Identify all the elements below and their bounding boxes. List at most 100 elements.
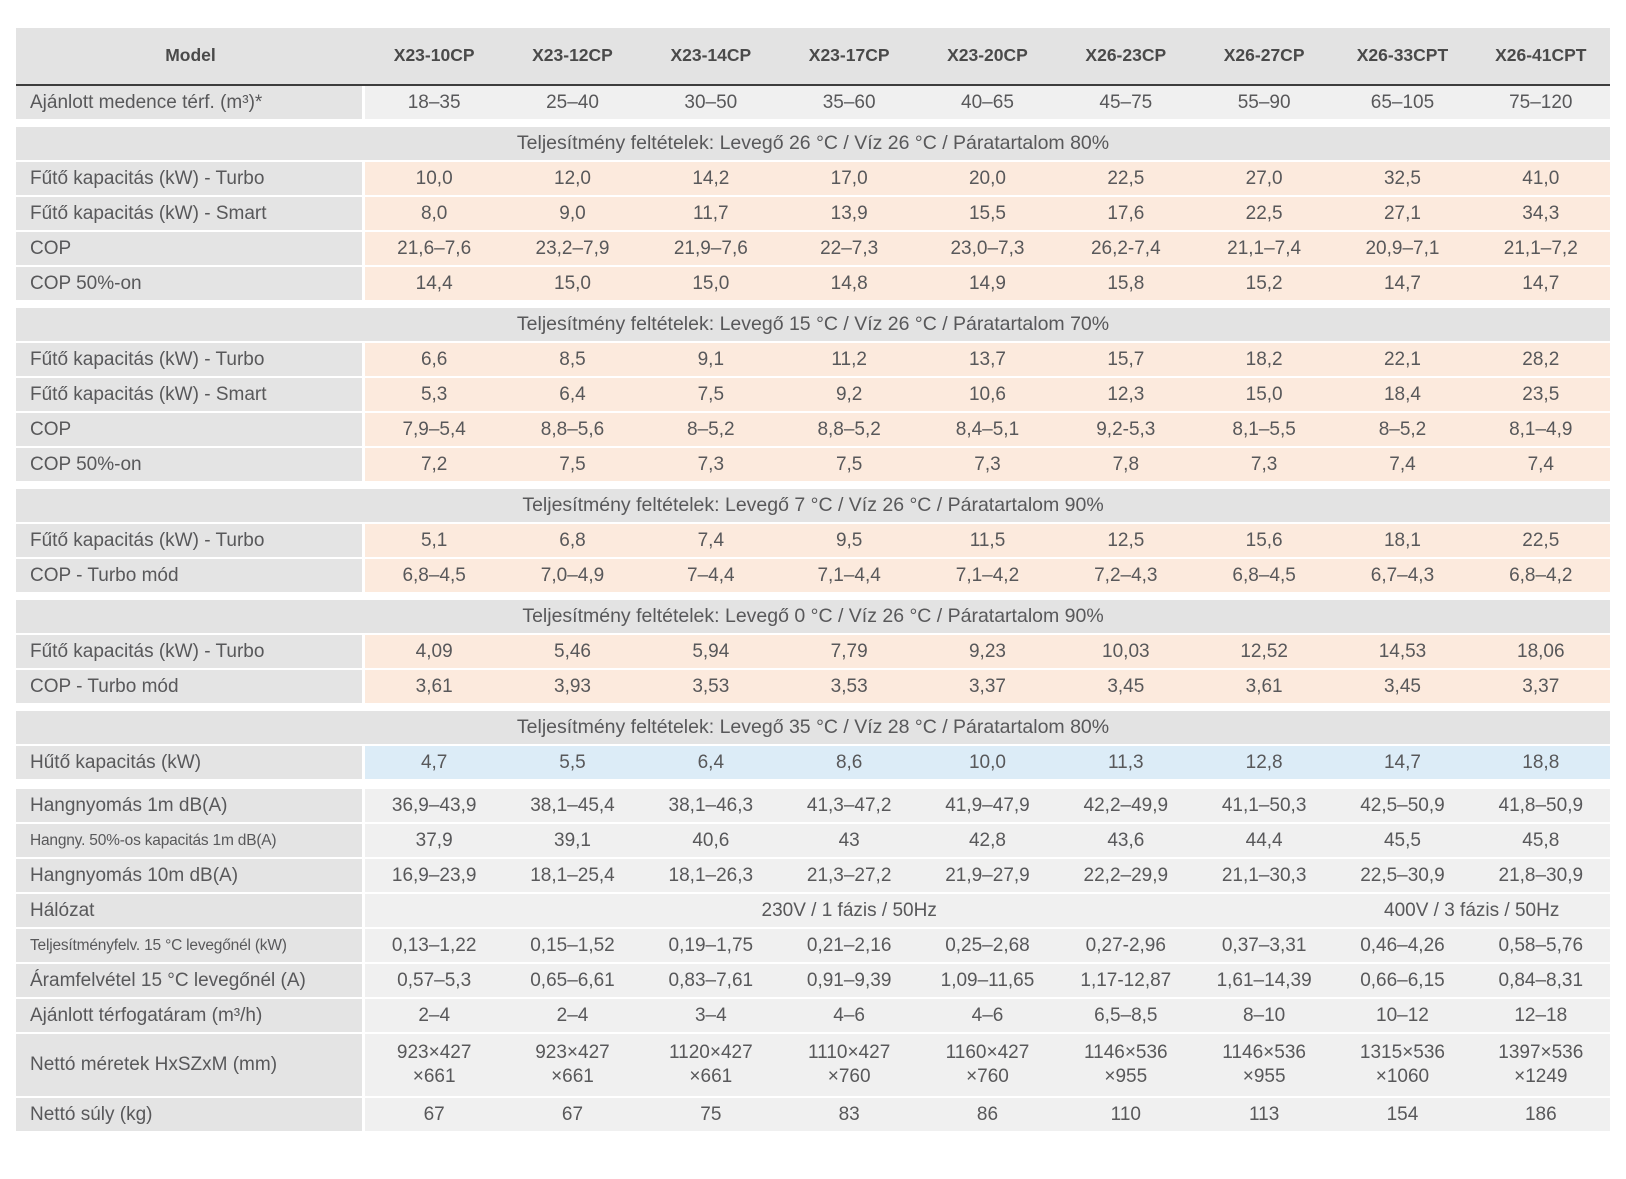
- value-cell: 35–60: [779, 86, 919, 119]
- table-row: COP 50%-on 14,4 15,0 15,0 14,8 14,9 15,8 15,2 14…: [16, 267, 1610, 300]
- value-cell: 4–6: [779, 999, 919, 1032]
- value-cell: 7,8: [1056, 448, 1195, 481]
- value-cell: 0,27-2,96: [1056, 929, 1195, 962]
- row-label: COP 50%-on: [16, 448, 362, 481]
- table-row: Nettó súly (kg) 67 67 75 83 86 110 113 154 186: [16, 1098, 1610, 1131]
- value-cell: 18,06: [1471, 635, 1610, 668]
- value-cell: 5,46: [503, 635, 642, 668]
- value-cell: 7,5: [641, 378, 780, 411]
- row-label: Hangny. 50%-os kapacitás 1m dB(A): [16, 824, 362, 857]
- value-cell: 6,4: [641, 746, 780, 779]
- value-cell: 8–5,2: [1333, 413, 1472, 446]
- value-cell: 9,1: [641, 343, 780, 376]
- row-values: 7,2 7,5 7,3 7,5 7,3 7,8 7,3 7,4 7,4: [365, 448, 1610, 481]
- table-row: Nettó méretek HxSZxM (mm) 923×427 ×661 923…: [16, 1034, 1610, 1096]
- value-cell: 45–75: [1056, 86, 1195, 119]
- value-cell: 18,1–26,3: [641, 859, 780, 892]
- table-row: COP 21,6–7,6 23,2–7,9 21,9–7,6 22–7,3 23,0–7,…: [16, 232, 1610, 265]
- value-cell: 41,8–50,9: [1471, 789, 1610, 822]
- row-values: 36,9–43,9 38,1–45,4 38,1–46,3 41,3–47,2 41,9…: [365, 789, 1610, 822]
- value-cell: 21,1–7,4: [1194, 232, 1334, 265]
- table-row: COP 50%-on 7,2 7,5 7,3 7,5 7,3 7,8 7,3 7,4 7,4: [16, 448, 1610, 481]
- value-cell: 923×427 ×661: [365, 1034, 504, 1096]
- value-cell: 15,2: [1194, 267, 1334, 300]
- row-label: Ajánlott térfogatáram (m³/h): [16, 999, 362, 1032]
- value-cell: 14,53: [1333, 635, 1472, 668]
- row-values: 16,9–23,9 18,1–25,4 18,1–26,3 21,3–27,2 21,9…: [365, 859, 1610, 892]
- value-cell: 10,0: [365, 162, 504, 195]
- value-cell: 3,53: [641, 670, 780, 703]
- value-cell: 1397×536 ×1249: [1471, 1034, 1610, 1096]
- table-row: Fűtő kapacitás (kW) - Smart 8,0 9,0 11,7 13,…: [16, 197, 1610, 230]
- value-cell: 8–10: [1194, 999, 1334, 1032]
- table-header-row: Model X23-10CP X23-12CP X23-14CP X23-17CP X2…: [16, 28, 1610, 86]
- value-cell: 41,9–47,9: [918, 789, 1057, 822]
- value-cell: 5,5: [503, 746, 642, 779]
- table-row: Ajánlott medence térf. (m³)* 18–35 25–40 30…: [16, 86, 1610, 119]
- value-cell: 1146×536 ×955: [1056, 1034, 1195, 1096]
- value-cell: 923×427 ×661: [503, 1034, 642, 1096]
- value-cell: 6,5–8,5: [1056, 999, 1195, 1032]
- value-cell: 186: [1471, 1098, 1610, 1131]
- value-cell: 22,5: [1471, 524, 1610, 557]
- row-values: 5,1 6,8 7,4 9,5 11,5 12,5 15,6 18,1 22,5: [365, 524, 1610, 557]
- value-cell: 15,6: [1194, 524, 1334, 557]
- value-cell: 4,09: [365, 635, 504, 668]
- value-cell: 55–90: [1194, 86, 1334, 119]
- row-values: 230V / 1 fázis / 50Hz 400V / 3 fázis / 50…: [365, 894, 1610, 927]
- value-cell: 39,1: [503, 824, 642, 857]
- value-cell: 1110×427 ×760: [779, 1034, 919, 1096]
- value-cell: 21,3–27,2: [779, 859, 919, 892]
- value-cell: 8,4–5,1: [918, 413, 1057, 446]
- spanned-value-cell: 230V / 1 fázis / 50Hz: [365, 894, 1334, 927]
- value-cell: 9,2: [779, 378, 919, 411]
- section-header: Teljesítmény feltételek: Levegő 35 °C / …: [16, 711, 1610, 744]
- value-cell: 0,91–9,39: [779, 964, 919, 997]
- value-cell: 3,61: [365, 670, 504, 703]
- row-label: COP - Turbo mód: [16, 670, 362, 703]
- value-cell: 41,0: [1471, 162, 1610, 195]
- value-cell: 0,84–8,31: [1471, 964, 1610, 997]
- value-cell: 2–4: [365, 999, 504, 1032]
- value-cell: 3,61: [1194, 670, 1334, 703]
- value-cell: 17,6: [1056, 197, 1195, 230]
- value-cell: 7,1–4,4: [779, 559, 919, 592]
- value-cell: 14,4: [365, 267, 504, 300]
- value-cell: 18,8: [1471, 746, 1610, 779]
- value-cell: 20,0: [918, 162, 1057, 195]
- value-cell: 9,5: [779, 524, 919, 557]
- value-cell: 7,79: [779, 635, 919, 668]
- value-cell: 12–18: [1471, 999, 1610, 1032]
- value-cell: 34,3: [1471, 197, 1610, 230]
- section-header-label: Teljesítmény feltételek: Levegő 15 °C / …: [516, 313, 1110, 335]
- value-cell: 5,3: [365, 378, 504, 411]
- value-cell: 12,8: [1194, 746, 1334, 779]
- value-cell: 25–40: [503, 86, 642, 119]
- row-values: 0,13–1,22 0,15–1,52 0,19–1,75 0,21–2,16 0,25…: [365, 929, 1610, 962]
- value-cell: 5,1: [365, 524, 504, 557]
- value-cell: 40–65: [918, 86, 1057, 119]
- value-cell: 8,1–5,5: [1194, 413, 1334, 446]
- value-cell: 3–4: [641, 999, 780, 1032]
- value-cell: 22,5: [1194, 197, 1334, 230]
- value-cell: 0,19–1,75: [641, 929, 780, 962]
- value-cell: 9,2-5,3: [1056, 413, 1195, 446]
- column-header: X26-27CP: [1223, 45, 1305, 66]
- value-cell: 15,5: [918, 197, 1057, 230]
- value-cell: 12,52: [1194, 635, 1334, 668]
- column-header-model: Model: [165, 45, 216, 66]
- value-cell: 10,03: [1056, 635, 1195, 668]
- value-cell: 65–105: [1333, 86, 1472, 119]
- value-cell: 7,5: [503, 448, 642, 481]
- value-cell: 41,1–50,3: [1194, 789, 1334, 822]
- table-row: COP - Turbo mód 3,61 3,93 3,53 3,53 3,37 3,45 3…: [16, 670, 1610, 703]
- table-row: COP 7,9–5,4 8,8–5,6 8–5,2 8,8–5,2 8,4–5,1 9,2-…: [16, 413, 1610, 446]
- value-cell: 36,9–43,9: [365, 789, 504, 822]
- value-cell: 67: [365, 1098, 504, 1131]
- value-cell: 7–4,4: [641, 559, 780, 592]
- value-cell: 17,0: [779, 162, 919, 195]
- row-values: 18–35 25–40 30–50 35–60 40–65 45–75 55–90 65–10…: [365, 86, 1610, 119]
- value-cell: 3,37: [918, 670, 1057, 703]
- value-cell: 1,17-12,87: [1056, 964, 1195, 997]
- value-cell: 9,0: [503, 197, 642, 230]
